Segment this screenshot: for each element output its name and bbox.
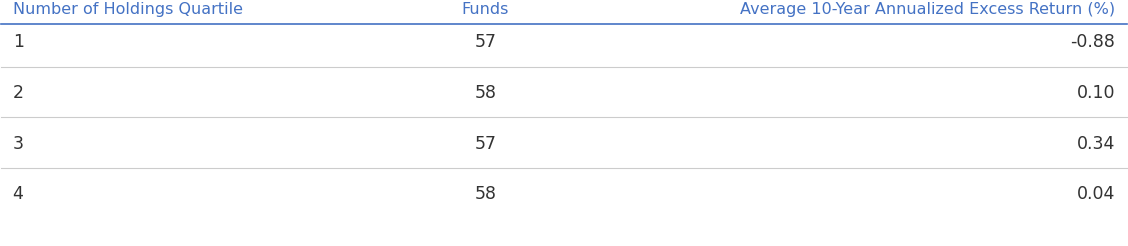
Text: 0.04: 0.04 xyxy=(1077,185,1116,203)
Text: 0.10: 0.10 xyxy=(1077,84,1116,102)
Text: 57: 57 xyxy=(474,33,496,51)
Text: -0.88: -0.88 xyxy=(1070,33,1116,51)
Text: 2: 2 xyxy=(12,84,24,102)
Text: Number of Holdings Quartile: Number of Holdings Quartile xyxy=(12,2,243,17)
Text: Funds: Funds xyxy=(461,2,509,17)
Text: 1: 1 xyxy=(12,33,24,51)
Text: 3: 3 xyxy=(12,135,24,153)
Text: 0.34: 0.34 xyxy=(1077,135,1116,153)
Text: 58: 58 xyxy=(474,185,496,203)
Text: 58: 58 xyxy=(474,84,496,102)
Text: 57: 57 xyxy=(474,135,496,153)
Text: 4: 4 xyxy=(12,185,24,203)
Text: Average 10-Year Annualized Excess Return (%): Average 10-Year Annualized Excess Return… xyxy=(740,2,1116,17)
